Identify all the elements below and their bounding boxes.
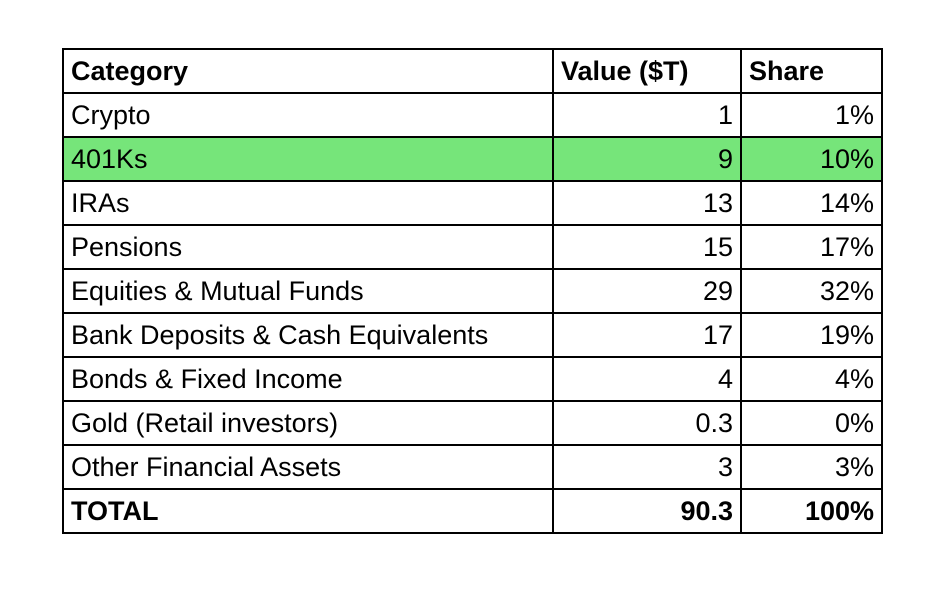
share-cell[interactable]: 4% [740,356,883,402]
value-cell[interactable]: 13 [552,180,742,226]
value-cell[interactable]: 1 [552,92,742,138]
category-cell[interactable]: Gold (Retail investors) [62,400,554,446]
category-cell[interactable]: IRAs [62,180,554,226]
value-cell[interactable]: 3 [552,444,742,490]
category-cell[interactable]: Crypto [62,92,554,138]
table-row-401ks: 401Ks 9 10% [62,136,883,182]
category-cell[interactable]: Other Financial Assets [62,444,554,490]
total-row: TOTAL 90.3 100% [62,488,883,534]
header-category[interactable]: Category [62,48,554,94]
table-row-gold: Gold (Retail investors) 0.3 0% [62,400,883,446]
table-row-other-assets: Other Financial Assets 3 3% [62,444,883,490]
category-cell[interactable]: Bonds & Fixed Income [62,356,554,402]
share-cell[interactable]: 0% [740,400,883,446]
header-row: Category Value ($T) Share [62,48,883,94]
value-cell[interactable]: 0.3 [552,400,742,446]
value-cell[interactable]: 4 [552,356,742,402]
financial-assets-table: Category Value ($T) Share Crypto 1 1% 40… [62,48,883,534]
table-row-iras: IRAs 13 14% [62,180,883,226]
value-cell[interactable]: 9 [552,136,742,182]
share-cell[interactable]: 14% [740,180,883,226]
share-cell[interactable]: 1% [740,92,883,138]
table-row-bank-deposits: Bank Deposits & Cash Equivalents 17 19% [62,312,883,358]
table-row-pensions: Pensions 15 17% [62,224,883,270]
category-cell[interactable]: Pensions [62,224,554,270]
value-cell[interactable]: 17 [552,312,742,358]
share-cell[interactable]: 19% [740,312,883,358]
header-value[interactable]: Value ($T) [552,48,742,94]
value-cell[interactable]: 29 [552,268,742,314]
share-cell[interactable]: 17% [740,224,883,270]
header-share[interactable]: Share [740,48,883,94]
total-share-cell[interactable]: 100% [740,488,883,534]
table-row-bonds: Bonds & Fixed Income 4 4% [62,356,883,402]
total-label-cell[interactable]: TOTAL [62,488,554,534]
share-cell[interactable]: 32% [740,268,883,314]
table-row-crypto: Crypto 1 1% [62,92,883,138]
value-cell[interactable]: 15 [552,224,742,270]
share-cell[interactable]: 3% [740,444,883,490]
category-cell[interactable]: 401Ks [62,136,554,182]
table-row-equities: Equities & Mutual Funds 29 32% [62,268,883,314]
total-value-cell[interactable]: 90.3 [552,488,742,534]
category-cell[interactable]: Equities & Mutual Funds [62,268,554,314]
category-cell[interactable]: Bank Deposits & Cash Equivalents [62,312,554,358]
share-cell[interactable]: 10% [740,136,883,182]
